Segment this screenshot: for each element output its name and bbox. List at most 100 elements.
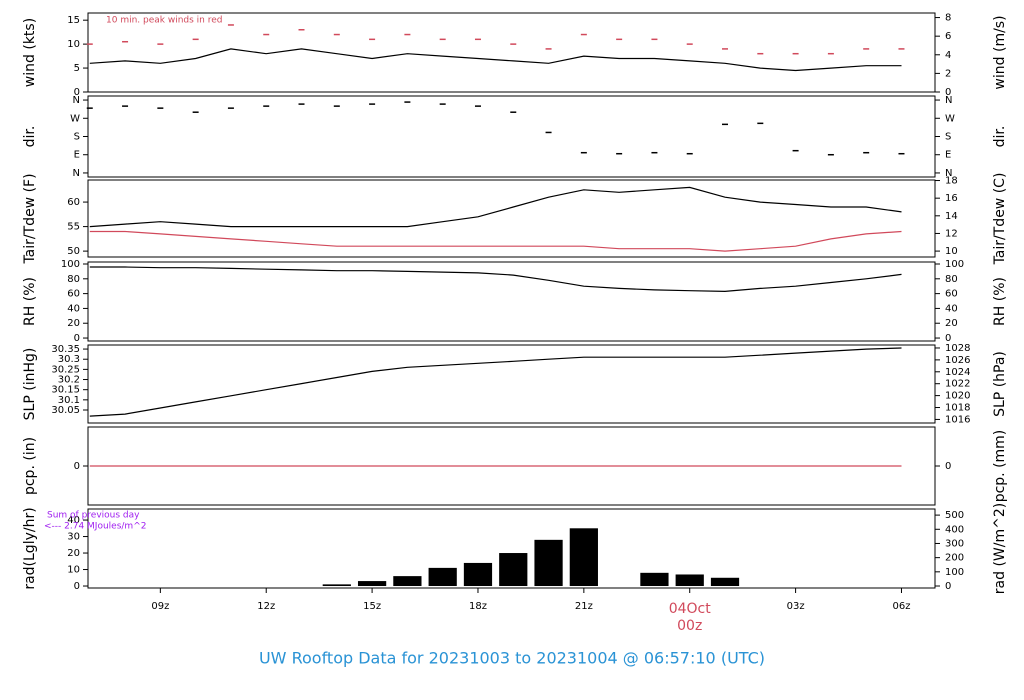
y2-axis-label: rad (W/m^2) bbox=[992, 503, 1008, 594]
y2-tick-label: 400 bbox=[945, 524, 964, 535]
y2-tick-label: 1018 bbox=[945, 403, 970, 414]
bar bbox=[463, 562, 493, 587]
y-tick-label: 10 bbox=[67, 565, 80, 576]
data-line bbox=[89, 266, 902, 293]
y-tick-label: 30.05 bbox=[51, 405, 80, 416]
bar bbox=[534, 539, 563, 587]
y-tick-label: 5 bbox=[74, 63, 80, 74]
y2-tick-label: 4 bbox=[945, 50, 951, 61]
y-tick-label: 20 bbox=[67, 318, 80, 329]
y-tick-label: 80 bbox=[67, 274, 80, 285]
y-tick-label: S bbox=[74, 132, 80, 143]
y-tick-label: 30.1 bbox=[58, 395, 80, 406]
y-tick-label: 20 bbox=[67, 548, 80, 559]
y2-tick-label: 1020 bbox=[945, 391, 970, 402]
y-tick-label: 50 bbox=[67, 246, 80, 257]
y2-axis-label: SLP (hPa) bbox=[992, 351, 1008, 417]
y-tick-label: E bbox=[74, 150, 80, 161]
y2-tick-label: 1028 bbox=[945, 343, 970, 354]
data-line bbox=[89, 186, 902, 228]
x-tick-label: 12z bbox=[257, 601, 275, 612]
chart-title: UW Rooftop Data for 20231003 to 20231004… bbox=[259, 649, 765, 668]
y-axis-label: RH (%) bbox=[22, 277, 38, 326]
y-tick-label: N bbox=[73, 168, 80, 179]
y-axis-label: rad(Lgly/hr) bbox=[22, 507, 38, 589]
bar bbox=[675, 574, 704, 587]
y2-tick-label: E bbox=[945, 150, 951, 161]
annotation: 10 min. peak winds in red bbox=[106, 16, 223, 26]
y-tick-label: 30.15 bbox=[51, 385, 80, 396]
data-line bbox=[89, 230, 902, 252]
x-tick-label: 21z bbox=[575, 601, 593, 612]
y2-tick-label: 0 bbox=[945, 461, 951, 472]
y-tick-label: 0 bbox=[74, 87, 80, 98]
y-tick-label: 30.3 bbox=[58, 354, 80, 365]
y2-tick-label: 1016 bbox=[945, 414, 970, 425]
x-tick-label: 00z bbox=[677, 618, 702, 634]
y-tick-label: 40 bbox=[67, 515, 80, 526]
y2-tick-label: 40 bbox=[945, 303, 958, 314]
y-tick-label: 30.2 bbox=[58, 375, 80, 386]
y-tick-label: 40 bbox=[67, 303, 80, 314]
bar bbox=[569, 528, 598, 587]
y2-axis-label: RH (%) bbox=[992, 277, 1008, 326]
y2-tick-label: W bbox=[945, 113, 955, 124]
y2-axis-label: pcp. (mm) bbox=[992, 430, 1008, 503]
panel-frame bbox=[87, 95, 936, 178]
y-tick-label: 60 bbox=[67, 197, 80, 208]
y-axis-label: Tair/Tdew (F) bbox=[22, 173, 38, 264]
panel-frame bbox=[87, 344, 936, 424]
y-axis-label: dir. bbox=[22, 126, 38, 148]
y2-tick-label: S bbox=[945, 132, 951, 143]
y2-tick-label: 20 bbox=[945, 318, 958, 329]
y-axis-label: pcp. (in) bbox=[22, 437, 38, 495]
x-tick-label: 18z bbox=[469, 601, 487, 612]
panel-frame bbox=[87, 12, 936, 93]
y-tick-label: N bbox=[73, 95, 80, 106]
y-tick-label: 15 bbox=[67, 15, 80, 26]
y2-axis-label: dir. bbox=[992, 126, 1008, 148]
y2-tick-label: 16 bbox=[945, 193, 958, 204]
bar bbox=[710, 577, 740, 587]
date-label: 04Oct bbox=[669, 601, 712, 617]
y-tick-label: 0 bbox=[74, 581, 80, 592]
y-tick-label: 30.25 bbox=[51, 364, 80, 375]
y-tick-label: 100 bbox=[61, 259, 80, 270]
y-tick-label: 30.35 bbox=[51, 344, 80, 355]
bar bbox=[322, 584, 351, 587]
y2-axis-label: Tair/Tdew (C) bbox=[992, 173, 1008, 266]
y-tick-label: 0 bbox=[74, 461, 80, 472]
y2-tick-label: 0 bbox=[945, 581, 951, 592]
y2-tick-label: 1024 bbox=[945, 367, 970, 378]
y2-tick-label: 6 bbox=[945, 31, 951, 42]
y2-tick-label: 14 bbox=[945, 211, 958, 222]
y2-tick-label: 200 bbox=[945, 553, 964, 564]
y-axis-label: wind (kts) bbox=[22, 18, 38, 87]
y2-tick-label: 1022 bbox=[945, 379, 970, 390]
y-tick-label: W bbox=[70, 113, 80, 124]
y2-tick-label: 80 bbox=[945, 274, 958, 285]
y-tick-label: 0 bbox=[74, 333, 80, 344]
y-tick-label: 55 bbox=[67, 222, 80, 233]
y2-tick-label: N bbox=[945, 95, 952, 106]
y2-tick-label: 60 bbox=[945, 289, 958, 300]
y2-tick-label: 10 bbox=[945, 246, 958, 257]
panel-frame bbox=[87, 179, 936, 258]
y2-tick-label: 100 bbox=[945, 567, 964, 578]
x-tick-label: 03z bbox=[787, 601, 805, 612]
bar bbox=[428, 567, 457, 587]
annotation: Sum of previous day bbox=[47, 511, 140, 521]
y2-tick-label: 100 bbox=[945, 259, 964, 270]
y-tick-label: 30 bbox=[67, 532, 80, 543]
y2-tick-label: 2 bbox=[945, 68, 951, 79]
panel-frame bbox=[87, 261, 936, 342]
y2-tick-label: 0 bbox=[945, 333, 951, 344]
y2-tick-label: 1026 bbox=[945, 355, 970, 366]
x-tick-label: 09z bbox=[151, 601, 169, 612]
annotation: <--- 2.74 MJoules/m^2 bbox=[44, 522, 146, 532]
y-tick-label: 60 bbox=[67, 289, 80, 300]
y2-tick-label: 0 bbox=[945, 87, 951, 98]
bar bbox=[357, 581, 387, 587]
x-tick-label: 06z bbox=[892, 601, 910, 612]
